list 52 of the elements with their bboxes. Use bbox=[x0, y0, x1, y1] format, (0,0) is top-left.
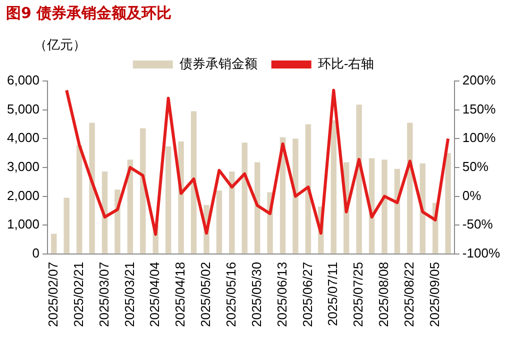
y-axis-title: （亿元） bbox=[34, 37, 86, 54]
bar bbox=[229, 172, 235, 254]
x-tick-label: 2025/04/04 bbox=[147, 262, 162, 328]
chart-title: 图9 债券承销金额及环比 bbox=[6, 4, 172, 23]
bar bbox=[330, 120, 336, 254]
y-tick-label: 2,000 bbox=[6, 188, 40, 203]
bar bbox=[216, 190, 222, 254]
bar bbox=[382, 160, 388, 254]
x-tick-label: 2025/05/16 bbox=[223, 262, 238, 328]
x-tick-label: 2025/02/07 bbox=[45, 262, 60, 328]
y-tick-label: 4,000 bbox=[6, 130, 40, 146]
x-tick-label: 2025/03/07 bbox=[96, 262, 112, 328]
x-tick-label: 2025/05/30 bbox=[248, 262, 264, 328]
y2-tick-label: 0% bbox=[462, 188, 482, 203]
bar bbox=[292, 138, 298, 254]
x-tick-label: 2025/08/08 bbox=[376, 262, 392, 328]
x-tick-label: 2025/03/21 bbox=[122, 262, 137, 328]
bar bbox=[190, 111, 197, 254]
legend-label: 债券承销金额 bbox=[179, 56, 258, 72]
y-tick-label: 1,000 bbox=[6, 216, 40, 232]
x-tick-label: 2025/05/02 bbox=[198, 262, 214, 328]
x-tick-label: 2025/09/05 bbox=[426, 262, 442, 328]
bar bbox=[165, 146, 172, 254]
y-tick-label: 3,000 bbox=[6, 159, 40, 174]
bar bbox=[305, 124, 312, 254]
x-tick-label: 2025/02/21 bbox=[70, 262, 86, 328]
bar bbox=[356, 104, 362, 254]
bar bbox=[242, 142, 248, 254]
y-tick-label: 6,000 bbox=[6, 72, 40, 88]
y2-tick-label: 200% bbox=[462, 72, 496, 88]
bar bbox=[445, 153, 451, 254]
y2-tick-label: 150% bbox=[462, 101, 496, 116]
x-tick-label: 2025/08/22 bbox=[401, 262, 416, 328]
x-tick-label: 2025/06/13 bbox=[274, 262, 290, 328]
x-tick-label: 2025/07/25 bbox=[350, 262, 366, 328]
y2-tick-label: -50% bbox=[462, 216, 494, 232]
bar bbox=[254, 162, 260, 254]
y-tick-label: 0 bbox=[32, 246, 40, 261]
bar bbox=[76, 145, 82, 254]
y2-tick-label: -100% bbox=[462, 246, 500, 261]
bar bbox=[51, 234, 57, 254]
y2-tick-label: 50% bbox=[462, 159, 489, 174]
y-tick-label: 5,000 bbox=[6, 101, 40, 116]
bar bbox=[140, 128, 146, 254]
x-tick-label: 2025/06/27 bbox=[300, 262, 315, 328]
bar bbox=[64, 198, 70, 254]
x-tick-label: 2025/07/11 bbox=[325, 262, 340, 326]
legend-label: 环比-右轴 bbox=[318, 56, 374, 72]
x-tick-label: 2025/04/18 bbox=[172, 262, 188, 328]
bar bbox=[407, 122, 413, 254]
bar bbox=[89, 122, 95, 254]
y2-tick-label: 100% bbox=[462, 130, 496, 146]
